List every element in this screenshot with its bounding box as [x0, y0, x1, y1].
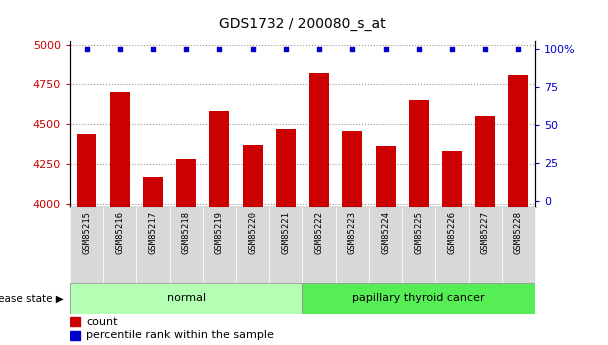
Bar	[70, 317, 80, 326]
Bar	[243, 145, 263, 207]
Point	[281, 46, 291, 52]
Bar	[276, 129, 296, 207]
Text: GSM85215: GSM85215	[82, 211, 91, 254]
Text: GSM85227: GSM85227	[481, 211, 489, 254]
Point	[215, 46, 224, 52]
Text: GSM85224: GSM85224	[381, 211, 390, 254]
Bar	[369, 207, 402, 283]
Point	[480, 46, 490, 52]
Text: count: count	[86, 317, 118, 327]
Bar	[70, 207, 103, 283]
Bar	[336, 207, 369, 283]
Text: disease state ▶: disease state ▶	[0, 294, 64, 303]
Bar	[236, 207, 269, 283]
Point	[248, 46, 258, 52]
Bar	[442, 151, 462, 207]
Text: GSM85216: GSM85216	[116, 211, 124, 254]
Text: GSM85219: GSM85219	[215, 211, 224, 254]
Point	[314, 46, 324, 52]
Bar	[302, 283, 535, 314]
Point	[447, 46, 457, 52]
Bar	[475, 116, 495, 207]
Bar	[209, 111, 229, 207]
Bar	[77, 134, 97, 207]
Point	[514, 46, 523, 52]
Bar	[170, 207, 203, 283]
Text: GSM85225: GSM85225	[414, 211, 423, 254]
Text: GSM85222: GSM85222	[314, 211, 323, 254]
Text: percentile rank within the sample: percentile rank within the sample	[86, 331, 274, 341]
Point	[347, 46, 357, 52]
Text: GSM85221: GSM85221	[282, 211, 291, 254]
Text: GSM85220: GSM85220	[248, 211, 257, 254]
Bar	[203, 207, 236, 283]
Point	[414, 46, 424, 52]
Bar	[508, 75, 528, 207]
Bar	[110, 92, 130, 207]
Text: GSM85218: GSM85218	[182, 211, 191, 254]
Text: GSM85228: GSM85228	[514, 211, 523, 254]
Bar	[302, 207, 336, 283]
Text: GSM85217: GSM85217	[148, 211, 157, 254]
Text: papillary thyroid cancer: papillary thyroid cancer	[353, 294, 485, 303]
Bar	[309, 73, 329, 207]
Bar	[409, 100, 429, 207]
Bar	[136, 207, 170, 283]
Point	[381, 46, 390, 52]
Bar	[469, 207, 502, 283]
Bar	[342, 130, 362, 207]
Point	[81, 46, 91, 52]
Text: GDS1732 / 200080_s_at: GDS1732 / 200080_s_at	[219, 17, 386, 31]
Bar	[402, 207, 435, 283]
Bar	[435, 207, 469, 283]
Point	[148, 46, 158, 52]
Text: GSM85226: GSM85226	[447, 211, 457, 254]
Bar	[376, 147, 395, 207]
Text: GSM85223: GSM85223	[348, 211, 357, 254]
Point	[115, 46, 125, 52]
Bar	[502, 207, 535, 283]
Bar	[103, 207, 136, 283]
Point	[181, 46, 191, 52]
Bar	[70, 283, 302, 314]
Bar	[70, 331, 80, 340]
Bar	[143, 177, 163, 207]
Text: normal: normal	[167, 294, 206, 303]
Bar	[269, 207, 302, 283]
Bar	[176, 159, 196, 207]
